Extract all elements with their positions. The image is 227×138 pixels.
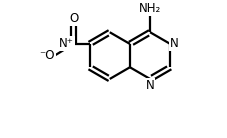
Text: N: N [145, 79, 154, 92]
Text: ⁻O: ⁻O [39, 49, 54, 62]
Text: O: O [69, 12, 78, 25]
Text: N: N [170, 37, 178, 50]
Text: N⁺: N⁺ [59, 37, 73, 50]
Text: NH₂: NH₂ [138, 2, 160, 15]
